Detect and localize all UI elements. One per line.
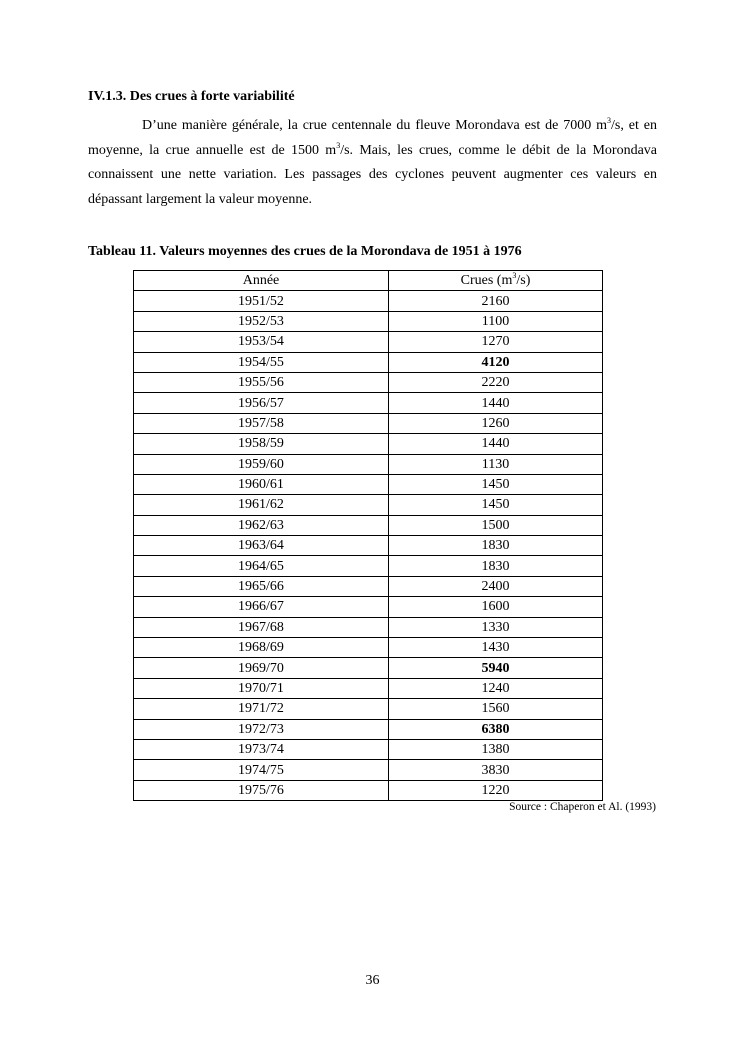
cell-year: 1973/74 [133,738,389,761]
cell-flood-value: 1240 [388,677,603,700]
cell-flood-value: 3830 [388,759,603,781]
table-row: 1963/64 1830 [133,535,603,557]
table-row: 1951/52 2160 [133,290,603,312]
cell-flood-value: 1440 [388,433,603,455]
cell-year: 1967/68 [133,616,389,639]
cell-flood-value: 1450 [388,494,603,516]
cell-year: 1965/66 [133,575,389,598]
table-row: 1960/61 1450 [133,473,603,496]
cell-year: 1953/54 [133,331,389,353]
cell-year: 1963/64 [133,535,389,557]
table-row: 1973/74 1380 [133,738,603,761]
cell-year: 1975/76 [133,779,389,802]
cell-year: 1974/75 [133,759,389,781]
cell-flood-value: 2160 [388,290,603,312]
cell-flood-value: 1600 [388,596,603,618]
cell-year: 1961/62 [133,494,389,516]
cell-year: 1962/63 [133,514,389,537]
cell-flood-value: 1560 [388,698,603,720]
cell-year: 1964/65 [133,555,389,577]
page-number: 36 [365,973,380,988]
table-row: 1956/57 1440 [133,392,603,414]
cell-year: 1951/52 [133,290,389,312]
cell-year: 1955/56 [133,371,389,394]
cell-flood-value: 4120 [388,351,603,373]
table-row: 1959/60 1130 [133,453,603,475]
table-header-row: Année Crues (m3/s) [133,269,603,292]
table-row: 1966/67 1600 [133,596,603,618]
floods-table: Année Crues (m3/s) 1951/52 2160 1952/53 110… [133,269,603,802]
cell-flood-value: 1450 [388,473,603,496]
table-row: 1972/73 6380 [133,718,603,740]
table-row: 1964/65 1830 [133,555,603,577]
table-row: 1955/56 2220 [133,371,603,394]
table-row: 1971/72 1560 [133,698,603,720]
cell-flood-value: 1830 [388,555,603,577]
cell-year: 1968/69 [133,637,389,659]
table-caption: Tableau 11. Valeurs moyennes des crues d… [88,244,522,259]
cell-flood-value: 1100 [388,310,603,333]
cell-flood-value: 1220 [388,779,603,802]
cell-flood-value: 1130 [388,453,603,475]
paragraph-text: /s. Mais, les crues, comme le débit de l… [88,142,657,207]
cell-flood-value: 1270 [388,331,603,353]
body-paragraph: D’une manière générale, la crue centenna… [88,114,657,212]
table-row: 1958/59 1440 [133,433,603,455]
cell-year: 1971/72 [133,698,389,720]
table-row: 1974/75 3830 [133,759,603,781]
table-row: 1975/76 1220 [133,779,603,802]
cell-flood-value: 1330 [388,616,603,639]
cell-flood-value: 1500 [388,514,603,537]
superscript: 3 [607,116,612,125]
source-note: Source : Chaperon et Al. (1993) [509,801,656,813]
cell-flood-value: 2220 [388,371,603,394]
cell-year: 1957/58 [133,412,389,435]
table-row: 1965/66 2400 [133,575,603,598]
cell-flood-value: 1830 [388,535,603,557]
table-row: 1953/54 1270 [133,331,603,353]
cell-flood-value: 1380 [388,738,603,761]
paragraph-text: D’une manière générale, la crue centenna… [142,118,608,133]
cell-year: 1954/55 [133,351,389,373]
superscript: 3 [336,140,341,150]
cell-year: 1972/73 [133,718,389,740]
cell-year: 1958/59 [133,433,389,455]
table-row: 1954/55 4120 [133,351,603,373]
cell-year: 1970/71 [133,677,389,700]
table-row: 1967/68 1330 [133,616,603,639]
cell-flood-value: 6380 [388,718,603,740]
cell-flood-value: 1260 [388,412,603,435]
paragraph-text: /s, et en moyenne, la crue annuelle est … [88,118,657,158]
cell-flood-value: 1430 [388,637,603,659]
table-row: 1961/62 1450 [133,494,603,516]
section-heading: IV.1.3. Des crues à forte variabilité [88,89,295,104]
cell-flood-value: 2400 [388,575,603,598]
cell-flood-value: 5940 [388,657,603,679]
cell-year: 1966/67 [133,596,389,618]
table-row: 1968/69 1430 [133,637,603,659]
cell-flood-value: 1440 [388,392,603,414]
cell-year: 1952/53 [133,310,389,333]
table-row: 1962/63 1500 [133,514,603,537]
cell-year: 1960/61 [133,473,389,496]
cell-year: 1956/57 [133,392,389,414]
table-row: 1969/70 5940 [133,657,603,679]
table-row: 1957/58 1260 [133,412,603,435]
header-year: Année [133,269,389,292]
table-row: 1952/53 1100 [133,310,603,333]
table-row: 1970/71 1240 [133,677,603,700]
cell-year: 1959/60 [133,453,389,475]
cell-year: 1969/70 [133,657,389,679]
header-floods: Crues (m3/s) [388,269,603,292]
